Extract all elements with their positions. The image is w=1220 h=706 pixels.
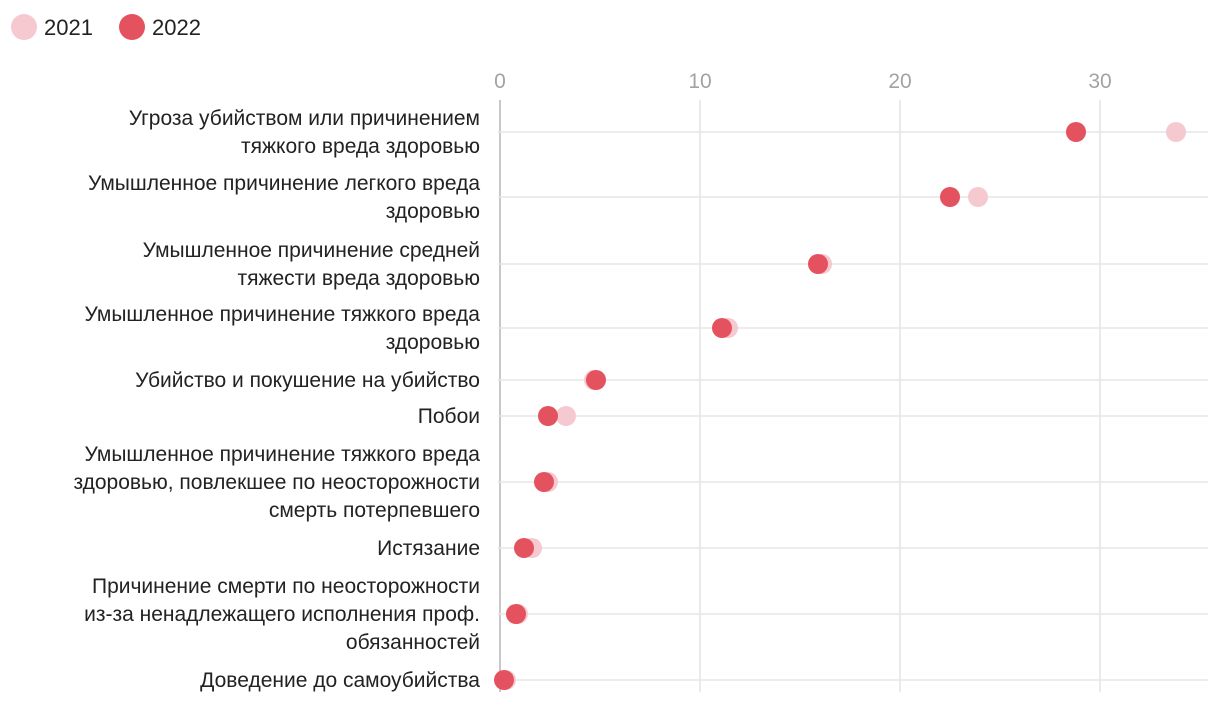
category-label: Побои bbox=[418, 405, 480, 428]
x-tick-label: 10 bbox=[688, 70, 711, 93]
category-label: смерть потерпевшего bbox=[269, 499, 480, 522]
point-2022 bbox=[940, 187, 960, 207]
legend: 2021 2022 bbox=[11, 14, 201, 40]
category-label: Причинение смерти по неосторожности bbox=[92, 575, 480, 598]
category-label: Умышленное причинение тяжкого вреда bbox=[84, 443, 480, 466]
category-label: здоровью bbox=[386, 331, 480, 354]
x-tick-label: 30 bbox=[1088, 70, 1111, 93]
x-tick-label: 20 bbox=[888, 70, 911, 93]
category-label: здоровью bbox=[386, 200, 480, 223]
point-2022 bbox=[494, 670, 514, 690]
point-2022 bbox=[1066, 122, 1086, 142]
grid-layer bbox=[498, 100, 1208, 692]
point-2021 bbox=[968, 187, 988, 207]
category-label: Истязание bbox=[377, 537, 480, 560]
x-axis-ticks: 0 10 20 30 bbox=[494, 70, 1112, 93]
category-label: из-за ненадлежащего исполнения проф. bbox=[84, 603, 480, 626]
category-labels: Угроза убийством или причинением тяжкого … bbox=[73, 107, 480, 692]
legend-label: 2021 bbox=[44, 15, 93, 40]
point-2022 bbox=[514, 538, 534, 558]
category-label: Умышленное причинение легкого вреда bbox=[88, 172, 480, 195]
category-label: Умышленное причинение средней bbox=[143, 239, 480, 262]
category-label: Умышленное причинение тяжкого вреда bbox=[84, 303, 480, 326]
category-label: Доведение до самоубийства bbox=[200, 669, 480, 692]
category-label: Угроза убийством или причинением bbox=[129, 107, 480, 130]
category-label: тяжкого вреда здоровью bbox=[241, 135, 480, 158]
point-2022 bbox=[712, 318, 732, 338]
category-label: обязанностей bbox=[346, 631, 480, 654]
point-2021 bbox=[556, 406, 576, 426]
category-label: Убийство и покушение на убийство bbox=[135, 369, 480, 392]
legend-marker-2022 bbox=[119, 14, 145, 40]
legend-label: 2022 bbox=[152, 15, 201, 40]
data-points bbox=[494, 122, 1186, 690]
point-2022 bbox=[808, 254, 828, 274]
point-2022 bbox=[586, 370, 606, 390]
point-2022 bbox=[538, 406, 558, 426]
category-label: тяжести вреда здоровью bbox=[237, 267, 480, 290]
point-2021 bbox=[1166, 122, 1186, 142]
category-label: здоровью, повлекшее по неосторожности bbox=[73, 471, 480, 494]
legend-marker-2021 bbox=[11, 14, 37, 40]
point-2022 bbox=[506, 604, 526, 624]
x-tick-label: 0 bbox=[494, 70, 506, 93]
point-2022 bbox=[534, 472, 554, 492]
